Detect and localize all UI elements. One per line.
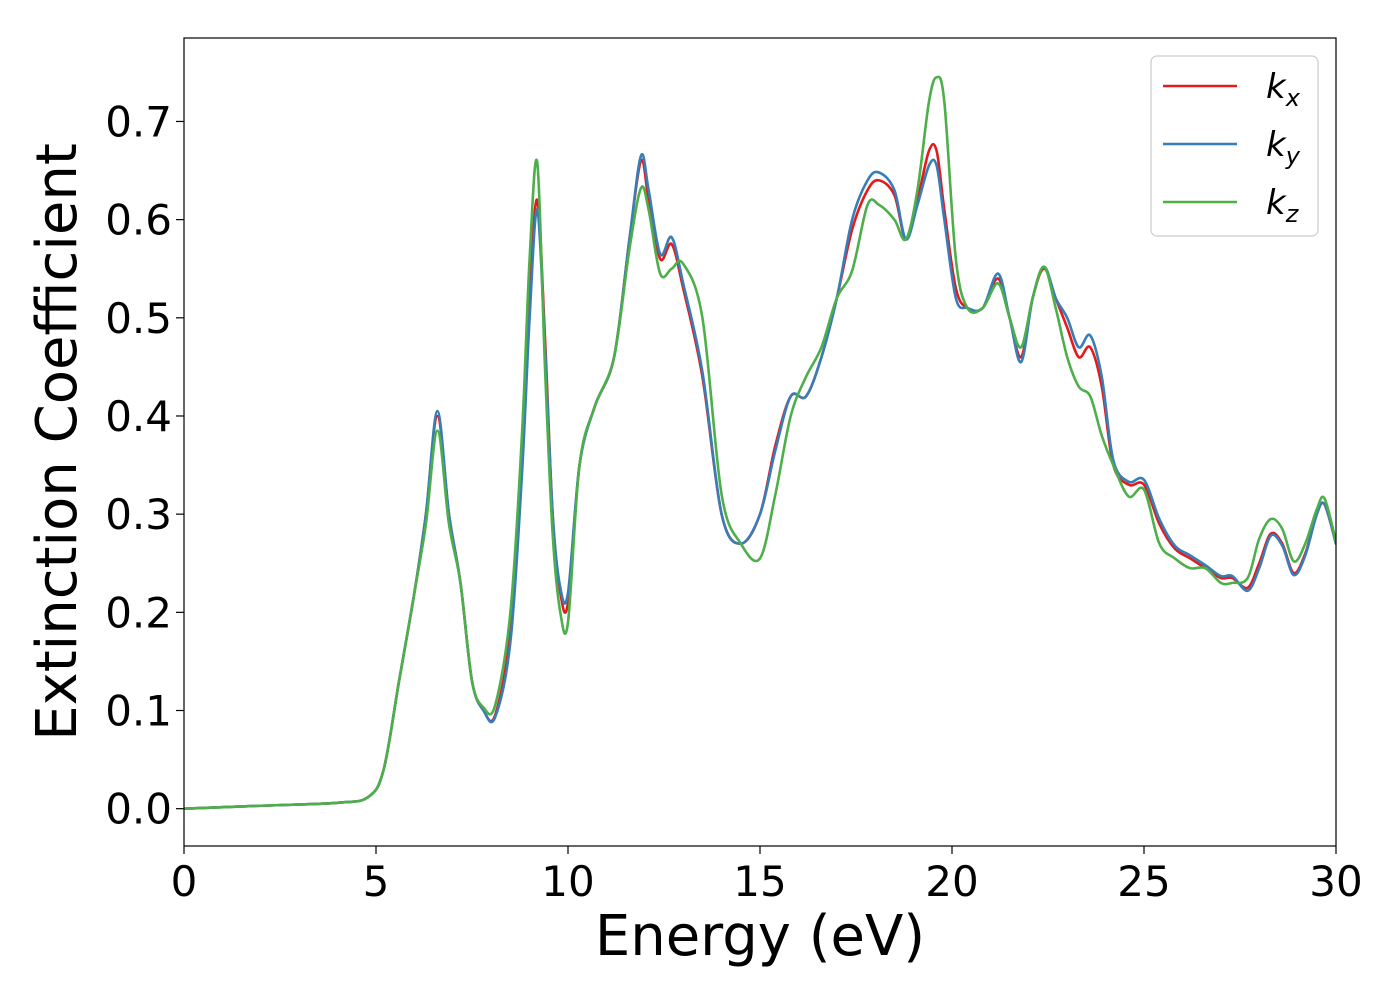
x-tick-label: 30 (1309, 857, 1362, 906)
x-tick-label: 25 (1117, 857, 1170, 906)
x-axis-title: Energy (eV) (595, 904, 925, 969)
y-tick-label: 0.3 (105, 490, 172, 539)
legend-label-kz: kz (1266, 183, 1300, 228)
y-tick-label: 0.1 (105, 687, 172, 736)
series-line-ky (184, 152, 1336, 810)
y-tick-label: 0.4 (105, 392, 172, 441)
x-tick-label: 0 (171, 857, 198, 906)
y-tick-label: 0.0 (105, 785, 172, 834)
y-axis-title: Extinction Coefficient (25, 143, 90, 741)
legend-label-kx: kx (1266, 67, 1301, 112)
y-tick-label: 0.7 (105, 97, 172, 146)
x-tick-label: 5 (363, 857, 390, 906)
x-tick-label: 15 (733, 857, 786, 906)
legend: kx ky kz (1150, 55, 1319, 237)
series-line-kz (184, 75, 1336, 810)
y-tick-label: 0.5 (105, 294, 172, 343)
x-axis: 0 5 10 15 20 25 30 (171, 846, 1363, 906)
legend-label-ky: ky (1266, 125, 1301, 170)
y-tick-label: 0.2 (105, 588, 172, 637)
x-tick-label: 20 (925, 857, 978, 906)
x-tick-label: 10 (541, 857, 594, 906)
series-layer (184, 75, 1336, 810)
y-axis: 0.0 0.1 0.2 0.3 0.4 0.5 0.6 0.7 (105, 97, 184, 834)
series-line-kx (184, 142, 1336, 810)
legend-frame (1150, 55, 1319, 237)
y-tick-label: 0.6 (105, 196, 172, 245)
